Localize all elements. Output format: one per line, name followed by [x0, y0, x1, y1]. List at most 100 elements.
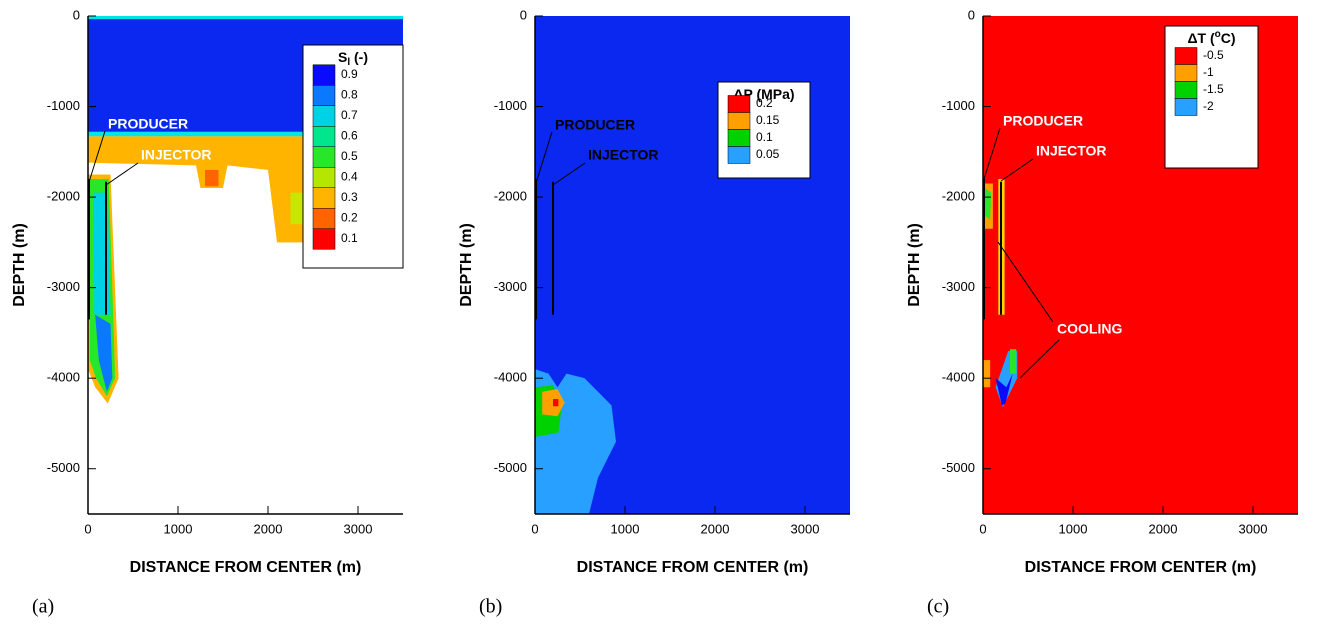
- annotation: INJECTOR: [588, 147, 659, 163]
- legend-title-sub: l: [347, 57, 350, 68]
- legend-label: 0.1: [756, 130, 773, 144]
- leader-line: [88, 130, 106, 183]
- legend-label: 0.4: [341, 170, 358, 184]
- x-axis-label: DISTANCE FROM CENTER (m): [1025, 559, 1257, 576]
- legend-swatch: [312, 85, 336, 106]
- x-axis-label: DISTANCE FROM CENTER (m): [130, 559, 362, 576]
- contour-region: [93, 192, 111, 315]
- x-tick-label: 1000: [164, 521, 193, 536]
- x-tick-label: 3000: [344, 521, 373, 536]
- caption: (a): [32, 596, 54, 618]
- legend-swatch: [727, 95, 751, 113]
- y-tick-label: 0: [520, 7, 527, 22]
- legend-title: Sl (-): [338, 49, 368, 68]
- annotation: PRODUCER: [555, 117, 635, 133]
- y-axis-label: DEPTH (m): [906, 223, 923, 307]
- legend-swatch: [1174, 98, 1198, 116]
- contour-region: [205, 169, 219, 187]
- y-tick-label: -5000: [494, 460, 527, 475]
- legend-title-sup: o: [1215, 29, 1221, 40]
- contour-region: [983, 360, 991, 388]
- y-tick-label: -5000: [942, 460, 975, 475]
- legend-swatch: [727, 129, 751, 147]
- legend-label: 0.1: [341, 231, 358, 245]
- y-tick-label: -2000: [47, 189, 80, 204]
- y-tick-label: -4000: [494, 370, 527, 385]
- legend-label: 0.05: [756, 147, 780, 161]
- legend-label: 0.2: [341, 211, 358, 225]
- legend-swatch: [1174, 47, 1198, 65]
- legend-label: 0.3: [341, 190, 358, 204]
- y-tick-label: -3000: [942, 279, 975, 294]
- y-tick-label: -1000: [942, 98, 975, 113]
- legend-swatch: [312, 187, 336, 209]
- contour-region: [88, 16, 403, 20]
- y-tick-label: -3000: [494, 279, 527, 294]
- legend-label: -0.5: [1203, 48, 1224, 62]
- y-tick-label: -2000: [942, 189, 975, 204]
- annotation: INJECTOR: [1036, 143, 1107, 159]
- x-tick-label: 0: [531, 521, 538, 536]
- y-axis-label: DEPTH (m): [11, 223, 28, 307]
- y-tick-label: -4000: [942, 370, 975, 385]
- legend-swatch: [312, 64, 336, 86]
- legend-label: -1.5: [1203, 82, 1224, 96]
- x-tick-label: 3000: [1239, 521, 1268, 536]
- legend-label: 0.15: [756, 113, 780, 127]
- caption: (b): [479, 596, 502, 618]
- legend-title-end: C): [1221, 30, 1236, 46]
- annotation: PRODUCER: [108, 116, 188, 132]
- legend-title: ΔT (oC): [1187, 29, 1235, 46]
- leader-line: [983, 127, 1001, 180]
- y-tick-label: -5000: [47, 460, 80, 475]
- leader-line: [997, 241, 1054, 323]
- leader-line: [1000, 158, 1034, 182]
- legend-title-end: (-): [350, 49, 368, 65]
- legend-label: 0.7: [341, 108, 358, 122]
- legend-swatch: [727, 112, 751, 130]
- legend-label: 0.8: [341, 88, 358, 102]
- legend-swatch: [312, 228, 336, 250]
- leader-line: [535, 131, 553, 184]
- contour-region: [553, 399, 559, 407]
- legend-label: -1: [1203, 65, 1214, 79]
- x-tick-label: 1000: [611, 521, 640, 536]
- y-tick-label: -4000: [47, 370, 80, 385]
- legend-label: 0.2: [756, 96, 773, 110]
- x-tick-label: 0: [84, 521, 91, 536]
- annotation: INJECTOR: [141, 147, 212, 163]
- contour-region: [1010, 349, 1017, 374]
- legend-swatch: [312, 126, 336, 147]
- legend-label: 0.9: [341, 67, 358, 81]
- annotation: PRODUCER: [1003, 113, 1083, 129]
- x-axis-label: DISTANCE FROM CENTER (m): [577, 559, 809, 576]
- x-tick-label: 2000: [701, 521, 730, 536]
- legend-swatch: [312, 105, 336, 127]
- x-tick-label: 0: [979, 521, 986, 536]
- y-tick-label: -1000: [47, 98, 80, 113]
- x-tick-label: 2000: [254, 521, 283, 536]
- legend-swatch: [1174, 64, 1198, 82]
- x-tick-label: 1000: [1059, 521, 1088, 536]
- y-axis-label: DEPTH (m): [458, 223, 475, 307]
- legend-title-text: ΔT (: [1187, 30, 1215, 46]
- contour-region: [995, 373, 1013, 406]
- y-tick-label: -2000: [494, 189, 527, 204]
- y-tick-label: 0: [73, 7, 80, 22]
- x-tick-label: 2000: [1149, 521, 1178, 536]
- contour-region: [95, 314, 113, 392]
- y-tick-label: -1000: [494, 98, 527, 113]
- legend-swatch: [312, 167, 336, 188]
- legend-title-text: S: [338, 49, 347, 65]
- legend-swatch: [312, 146, 336, 168]
- y-tick-label: 0: [968, 7, 975, 22]
- leader-line: [1019, 339, 1060, 379]
- legend-swatch: [727, 146, 751, 164]
- leader-line: [552, 162, 586, 186]
- contour-region: [984, 188, 992, 220]
- caption: (c): [927, 596, 949, 618]
- annotation: COOLING: [1057, 321, 1122, 337]
- legend-label: 0.5: [341, 149, 358, 163]
- legend-swatch: [1174, 81, 1198, 99]
